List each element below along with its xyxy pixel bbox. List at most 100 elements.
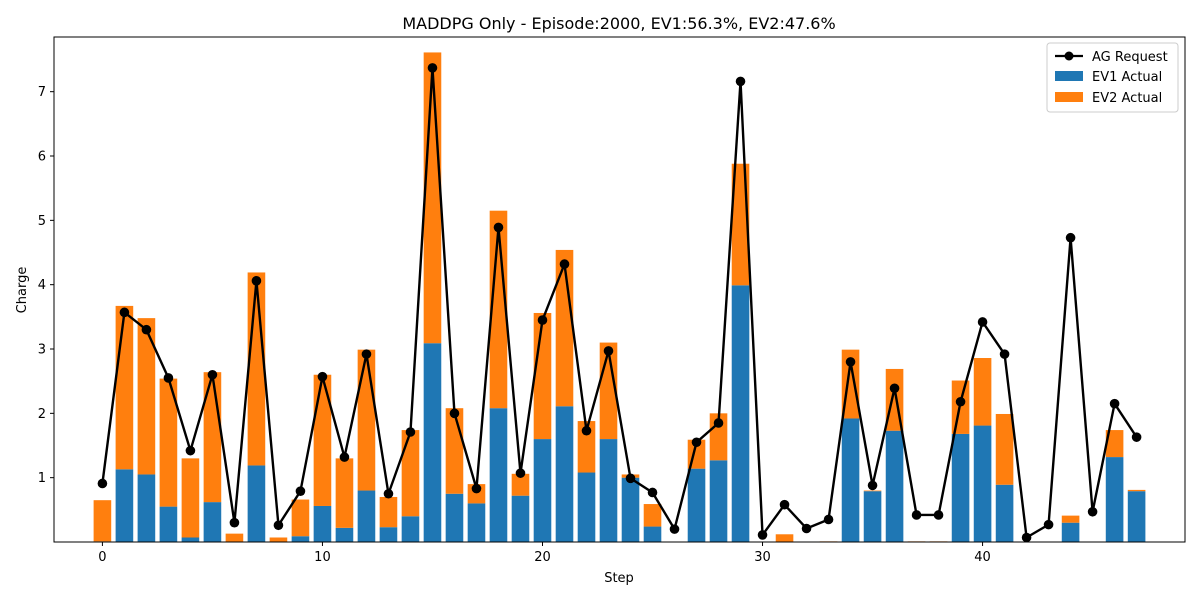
ev1-bar-step-1 xyxy=(115,469,134,542)
ag-request-point-step-12 xyxy=(361,349,372,359)
ev2-bar-step-3 xyxy=(159,378,178,507)
ev2-bar-step-6 xyxy=(225,533,244,542)
legend-swatch-ev2 xyxy=(1055,92,1083,102)
ev2-bar-step-8 xyxy=(269,537,288,542)
ev1-bar-step-9 xyxy=(291,536,310,542)
ev1-bar-step-36 xyxy=(885,430,904,542)
ev2-bar-step-18 xyxy=(489,210,508,409)
ag-request-point-step-36 xyxy=(889,383,900,394)
ag-request-point-step-17 xyxy=(471,483,482,494)
ev2-bar-step-44 xyxy=(1061,515,1080,523)
x-tick-label-20: 20 xyxy=(534,550,551,565)
ev1-bar-step-2 xyxy=(137,474,156,542)
ag-request-point-step-23 xyxy=(603,346,614,356)
ev1-bar-step-15 xyxy=(423,343,442,542)
ev2-bar-step-5 xyxy=(203,372,222,503)
ag-request-point-step-41 xyxy=(999,349,1010,359)
ag-request-point-step-43 xyxy=(1043,519,1054,530)
ag-request-point-step-35 xyxy=(867,480,878,491)
ev2-bar-step-20 xyxy=(533,312,552,440)
x-tick-label-0: 0 xyxy=(98,550,106,565)
ev2-bar-step-15 xyxy=(423,52,442,344)
ev1-bar-step-39 xyxy=(951,433,970,542)
ag-request-point-step-46 xyxy=(1109,398,1120,409)
ev1-bar-step-41 xyxy=(995,484,1014,542)
ev2-bar-step-1 xyxy=(115,305,134,470)
ev2-bar-step-10 xyxy=(313,374,332,506)
ag-request-point-step-26 xyxy=(669,524,680,534)
ag-request-point-step-24 xyxy=(625,473,636,484)
ev1-bar-step-19 xyxy=(511,495,530,542)
ag-request-point-step-34 xyxy=(845,357,856,367)
ev2-bar-step-40 xyxy=(973,358,992,426)
ag-request-point-step-19 xyxy=(515,468,526,478)
y-axis-label: Charge xyxy=(15,267,30,314)
ev1-bar-step-5 xyxy=(203,502,222,542)
ag-request-point-step-18 xyxy=(493,222,504,233)
line-layer xyxy=(97,63,1142,543)
chart-title: MADDPG Only - Episode:2000, EV1:56.3%, E… xyxy=(402,14,835,33)
ev1-bar-step-18 xyxy=(489,408,508,542)
ev1-bar-step-17 xyxy=(467,503,486,542)
ev1-bar-step-10 xyxy=(313,505,332,542)
ag-request-point-step-39 xyxy=(955,396,966,407)
ev2-bar-step-28 xyxy=(709,413,728,461)
ev1-bar-step-14 xyxy=(401,516,420,542)
ev1-bar-step-20 xyxy=(533,439,552,542)
ag-request-point-step-25 xyxy=(647,487,658,498)
ev1-bar-step-47 xyxy=(1127,491,1146,542)
legend: AG Request EV1 Actual EV2 Actual xyxy=(1046,42,1179,113)
ev2-bar-step-7 xyxy=(247,272,266,466)
ag-request-point-step-10 xyxy=(317,371,328,382)
y-axis: 1 2 3 4 5 6 7 xyxy=(38,85,54,486)
legend-line-marker xyxy=(1064,51,1074,61)
x-tick-label-10: 10 xyxy=(314,550,331,565)
ag-request-point-step-1 xyxy=(119,307,130,318)
x-axis: 0 10 20 30 40 xyxy=(98,542,991,565)
ev1-bar-step-35 xyxy=(863,491,882,542)
ev1-bar-step-29 xyxy=(731,285,750,542)
ag-request-point-step-2 xyxy=(141,324,152,335)
ev1-bar-step-13 xyxy=(379,527,398,542)
x-tick-label-30: 30 xyxy=(754,550,771,565)
ag-request-point-step-45 xyxy=(1087,506,1098,517)
ag-request-point-step-15 xyxy=(427,63,438,73)
ev1-bar-step-7 xyxy=(247,465,266,542)
ag-request-point-step-0 xyxy=(97,478,108,489)
ag-request-point-step-11 xyxy=(339,452,350,462)
ag-request-point-step-9 xyxy=(295,486,306,496)
ev2-bar-step-41 xyxy=(995,413,1014,485)
y-tick-label-2: 2 xyxy=(38,407,46,422)
ev1-bar-step-11 xyxy=(335,527,354,542)
ev2-bar-step-9 xyxy=(291,499,310,537)
ag-request-point-step-42 xyxy=(1021,532,1032,543)
ev2-bar-step-35 xyxy=(863,490,882,492)
ev2-bar-step-11 xyxy=(335,458,354,528)
ev1-bar-step-12 xyxy=(357,490,376,542)
plot-frame xyxy=(53,36,1186,543)
ev1-bar-step-23 xyxy=(599,439,618,542)
ev2-bar-step-21 xyxy=(555,249,574,407)
y-tick-label-7: 7 xyxy=(38,85,46,100)
y-tick-label-1: 1 xyxy=(38,471,46,486)
ev2-bar-step-46 xyxy=(1105,430,1124,458)
ag-request-point-step-4 xyxy=(185,445,196,456)
ag-request-point-step-8 xyxy=(273,520,284,531)
legend-label-ag-request: AG Request xyxy=(1092,50,1168,65)
ag-request-point-step-37 xyxy=(911,510,922,520)
ag-request-point-step-16 xyxy=(449,408,460,419)
ag-request-point-step-28 xyxy=(713,418,724,428)
ag-request-point-step-27 xyxy=(691,437,702,448)
ag-request-point-step-47 xyxy=(1131,432,1142,442)
ev2-bar-step-4 xyxy=(181,458,200,538)
ag-request-point-step-20 xyxy=(537,315,548,325)
ev2-bar-step-22 xyxy=(577,421,596,473)
ag-request-point-step-22 xyxy=(581,425,592,436)
ev1-bar-step-4 xyxy=(181,537,200,542)
ev2-bar-step-19 xyxy=(511,473,530,496)
ev2-bar-step-14 xyxy=(401,430,420,517)
ag-request-point-step-30 xyxy=(757,530,768,540)
ag-request-point-step-38 xyxy=(933,510,944,520)
ag-request-point-step-14 xyxy=(405,427,416,437)
